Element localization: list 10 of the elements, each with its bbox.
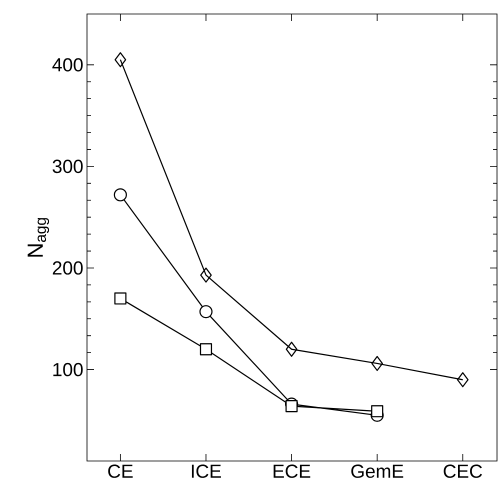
x-tick-label: GemE <box>351 464 404 478</box>
y-tick-label: 300 <box>52 160 83 174</box>
y-tick-label: 200 <box>52 261 83 275</box>
x-tick-label: CEC <box>444 464 482 478</box>
y-axis-title: N$_{agg}$ <box>28 218 50 257</box>
x-tick-label: ECE <box>274 464 310 478</box>
y-tick-label: 100 <box>53 362 83 376</box>
y-tick-label: 400 <box>52 58 83 72</box>
x-tick-label: CE <box>108 464 133 478</box>
x-tick-label: ICE <box>192 464 221 478</box>
